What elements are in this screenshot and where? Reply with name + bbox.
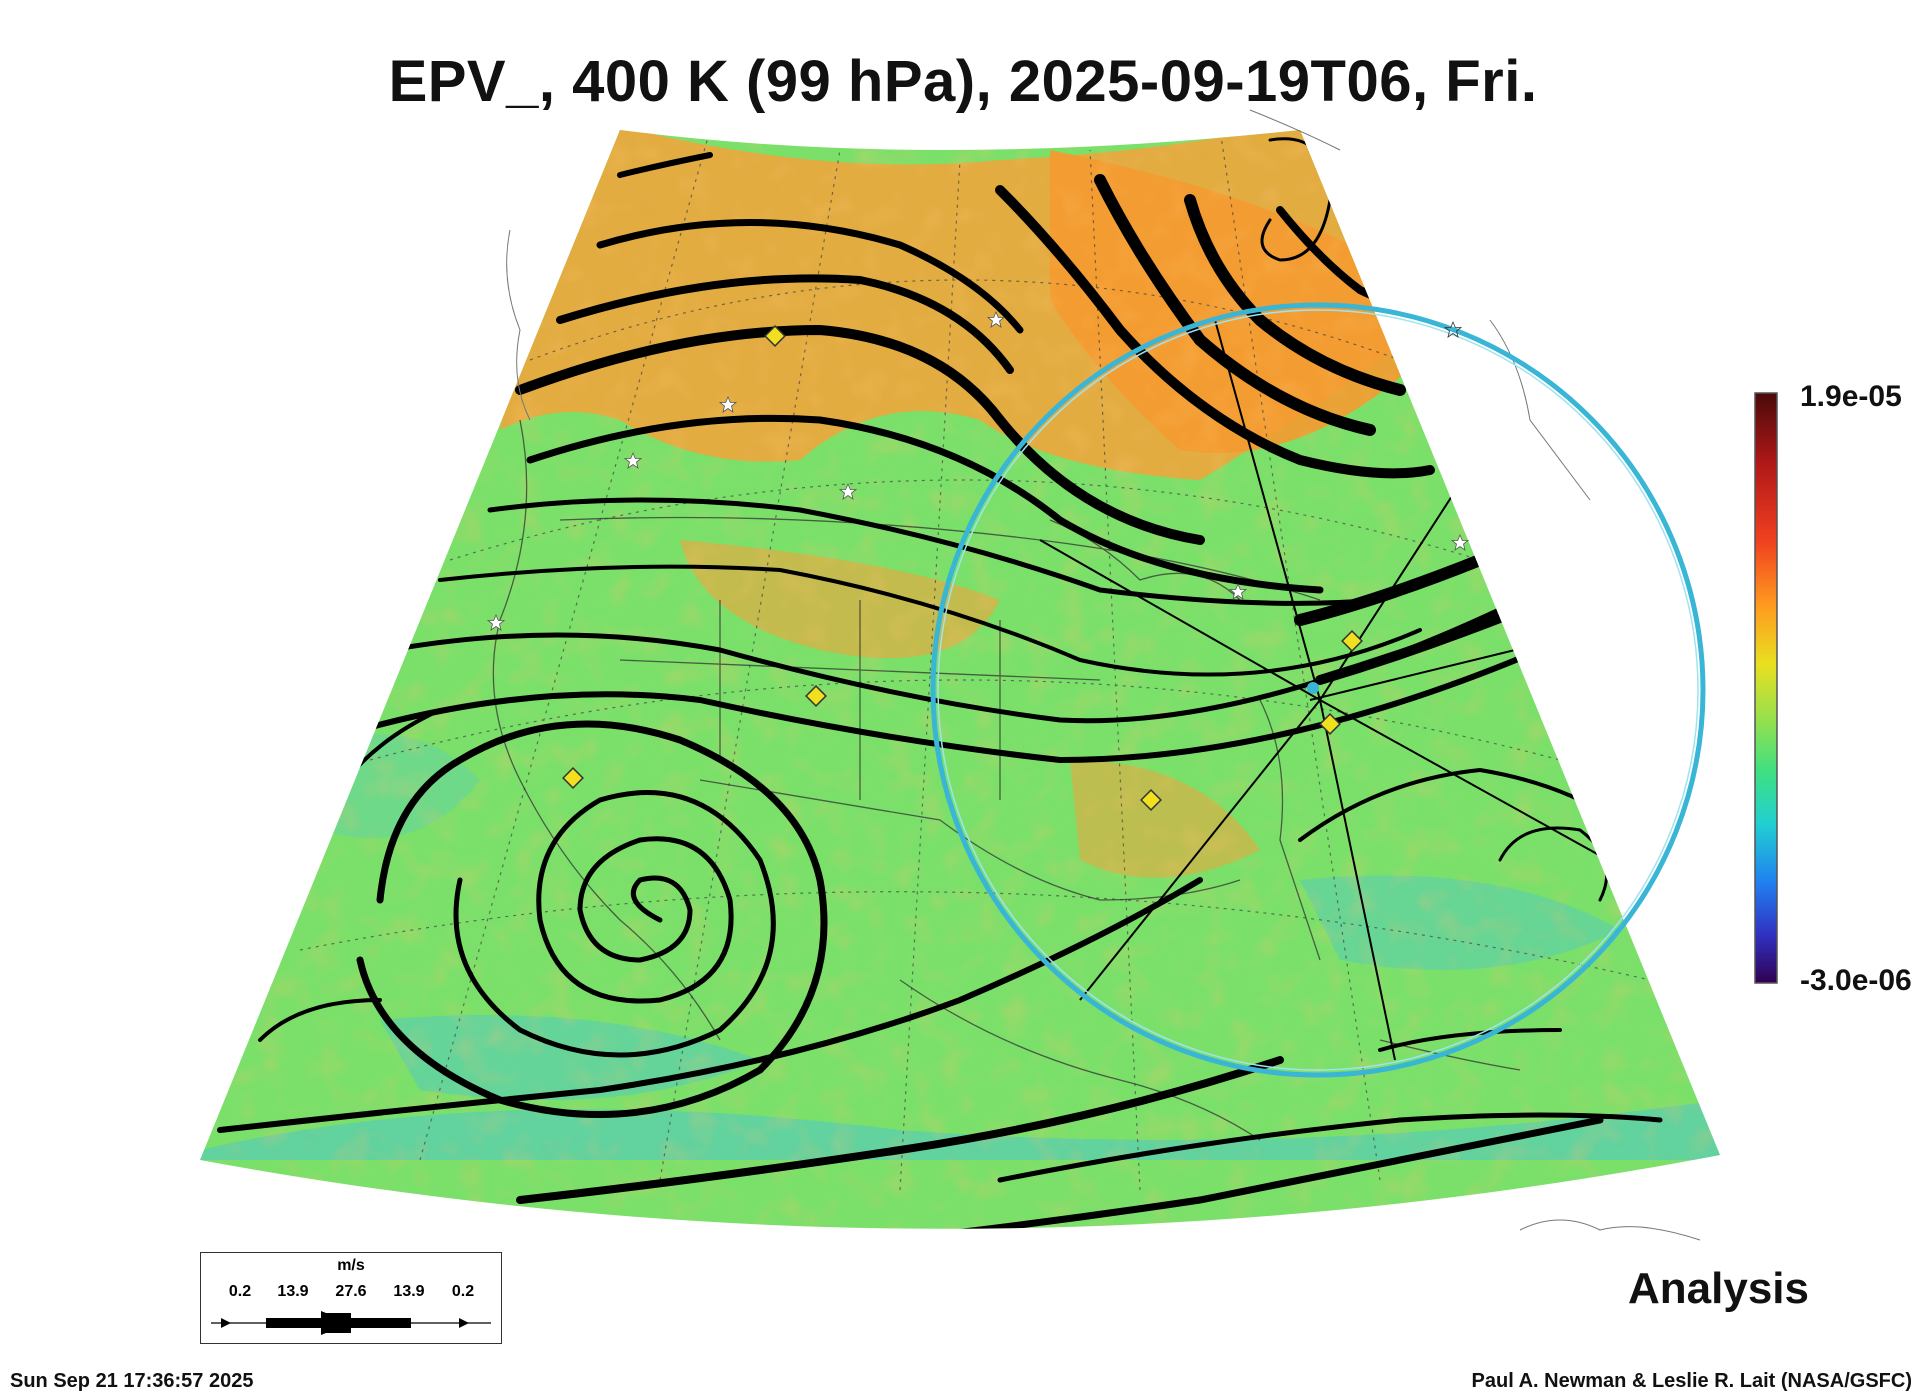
credit: Paul A. Newman & Leslie R. Lait (NASA/GS… bbox=[1471, 1370, 1912, 1392]
center-marker bbox=[1307, 682, 1319, 694]
legend-tick: 0.2 bbox=[228, 1283, 252, 1300]
range-ring-inner bbox=[937, 309, 1699, 1071]
star-marker bbox=[1443, 320, 1463, 338]
diamond-marker bbox=[1319, 713, 1341, 735]
analysis-label: Analysis bbox=[1628, 1264, 1809, 1313]
star-marker bbox=[986, 310, 1006, 328]
colorbar-min-label: -3.0e-06 bbox=[1800, 964, 1912, 997]
timestamp: Sun Sep 21 17:36:57 2025 bbox=[10, 1370, 254, 1392]
colorbar-max-label: 1.9e-05 bbox=[1800, 380, 1902, 413]
page-title: EPV_, 400 K (99 hPa), 2025-09-19T06, Fri… bbox=[388, 49, 1538, 114]
star-marker bbox=[486, 613, 506, 631]
star-marker bbox=[1450, 533, 1470, 551]
diamond-marker bbox=[1140, 789, 1162, 811]
star-marker bbox=[838, 482, 858, 500]
colorbar bbox=[1754, 392, 1778, 984]
star-markers bbox=[486, 310, 1470, 631]
legend-arrow-scale bbox=[211, 1311, 491, 1335]
legend-tick: 13.9 bbox=[393, 1283, 425, 1300]
range-ring bbox=[930, 302, 1706, 1078]
star-marker bbox=[1228, 582, 1248, 600]
legend-unit: m/s bbox=[337, 1257, 365, 1274]
star-marker bbox=[623, 451, 643, 469]
legend-tick: 13.9 bbox=[277, 1283, 309, 1300]
star-marker bbox=[718, 395, 738, 413]
diamond-markers bbox=[562, 325, 1363, 811]
diamond-marker bbox=[562, 767, 584, 789]
legend-tick: 27.6 bbox=[335, 1283, 367, 1300]
diamond-marker bbox=[805, 685, 827, 707]
epv-field bbox=[200, 130, 1720, 1229]
wind-legend: m/s 0.2 13.9 27.6 13.9 0.2 bbox=[200, 1252, 502, 1344]
outside-coastlines bbox=[506, 109, 1701, 1241]
legend-tick: 0.2 bbox=[451, 1283, 475, 1300]
diamond-marker bbox=[1341, 630, 1363, 652]
diamond-marker bbox=[764, 325, 786, 347]
